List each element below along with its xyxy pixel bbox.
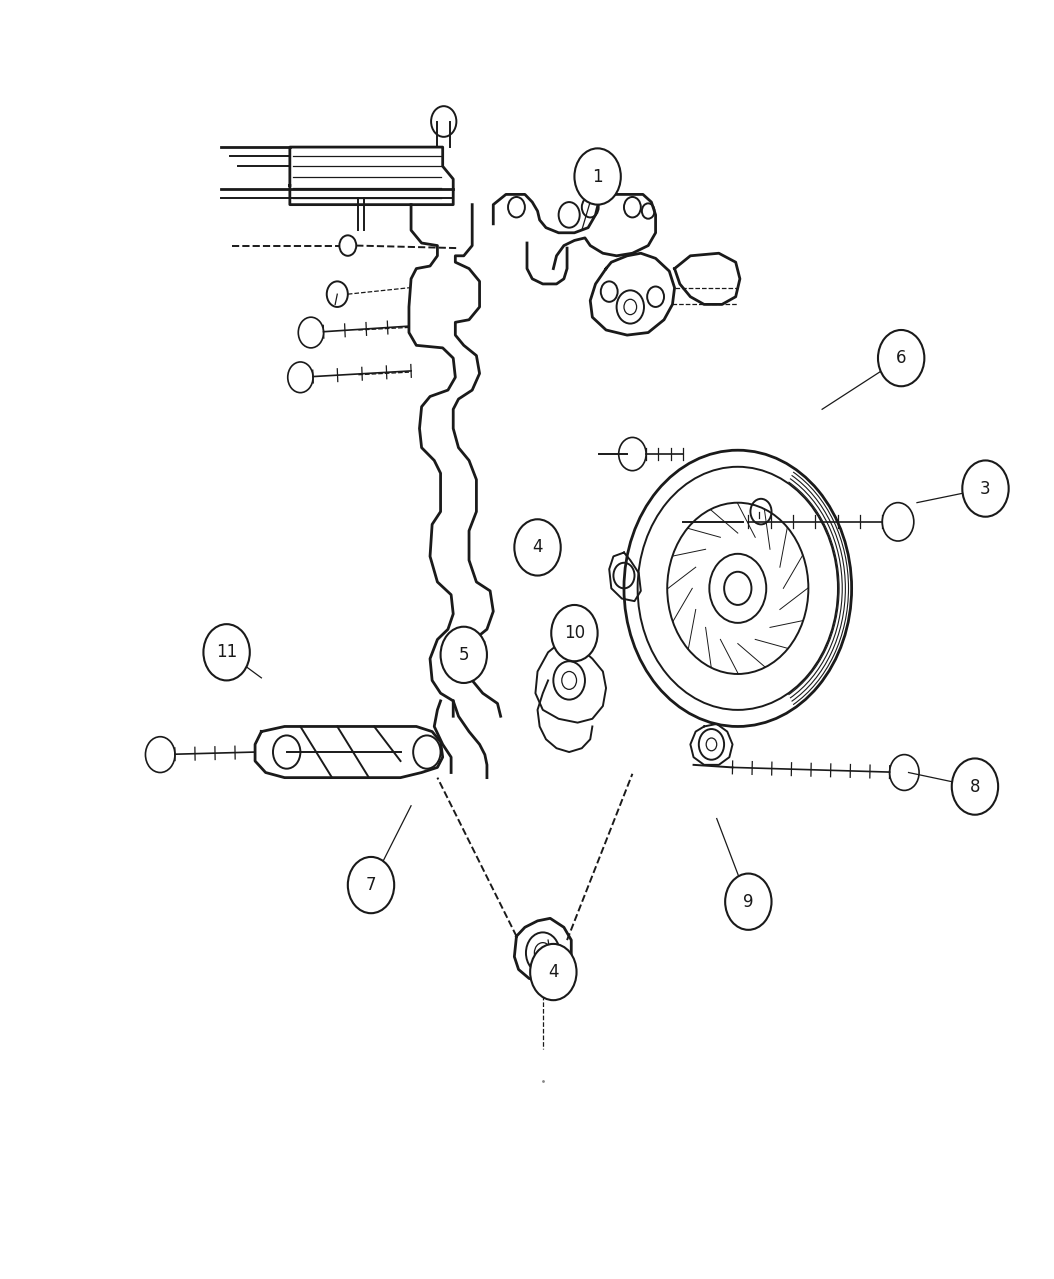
Circle shape [878,330,924,386]
Text: 5: 5 [458,646,469,664]
Circle shape [952,758,998,815]
Text: 1: 1 [592,168,603,185]
Circle shape [725,874,772,930]
Text: 9: 9 [743,893,754,911]
Circle shape [574,148,621,205]
Text: 4: 4 [548,963,559,981]
Circle shape [530,944,577,1000]
Text: 3: 3 [980,480,991,498]
Circle shape [348,857,394,913]
Circle shape [203,624,250,680]
Text: 7: 7 [366,876,376,894]
Text: 6: 6 [896,349,906,367]
Text: 11: 11 [216,643,237,661]
Text: 4: 4 [532,538,543,556]
Text: 8: 8 [970,778,980,796]
Circle shape [514,519,561,576]
Circle shape [551,605,598,661]
Circle shape [962,460,1009,517]
Text: 10: 10 [564,624,585,642]
Circle shape [441,627,487,683]
